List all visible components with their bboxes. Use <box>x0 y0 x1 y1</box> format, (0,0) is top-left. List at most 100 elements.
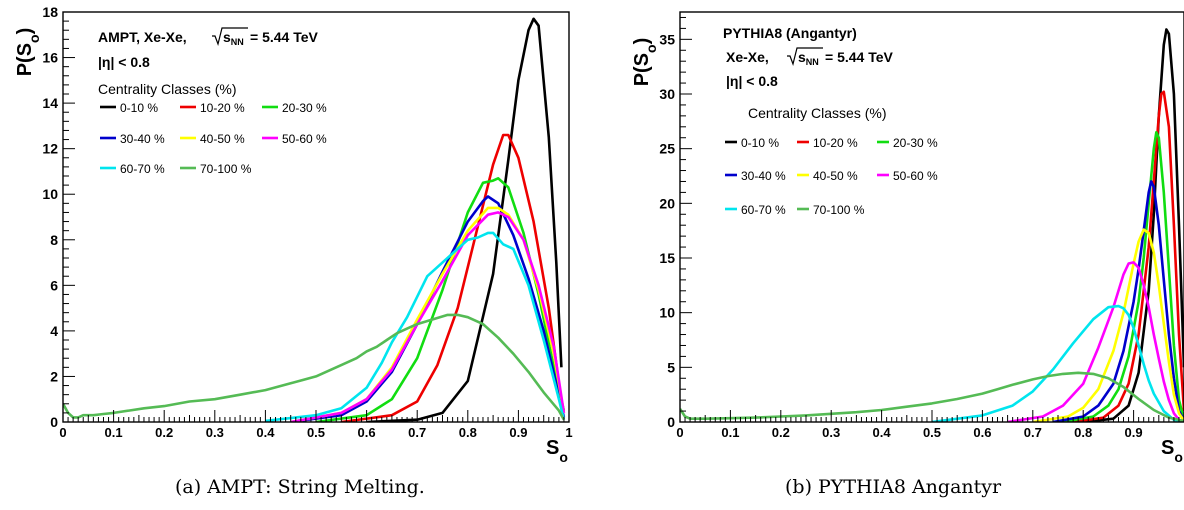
svg-text:sNN: sNN <box>798 49 819 67</box>
legend-title: Centrality Classes (%) <box>98 81 236 97</box>
legend-label: 40-50 % <box>813 169 858 183</box>
series-line-60-70 <box>265 231 566 422</box>
legend-label: 60-70 % <box>741 203 786 217</box>
x-tick-label: 0.9 <box>509 425 527 440</box>
annotation-eta: |η| < 0.8 <box>726 73 778 89</box>
annotation-collision: Xe-Xe, <box>726 49 769 65</box>
legend-label: 10-20 % <box>200 101 245 115</box>
series-line-30-40 <box>1052 180 1184 422</box>
series-line-10-20 <box>341 133 563 422</box>
chart-panel-b: 0 0.1 0.2 0.3 0.4 0.5 0.6 0.7 0.8 0.9 0 5 10 15 20 25 30… <box>631 11 1184 465</box>
x-tick-label: 0.7 <box>408 425 426 440</box>
x-tick-label: 0.8 <box>1074 425 1092 440</box>
series-line-0-10 <box>366 17 563 422</box>
legend-label: 60-70 % <box>120 162 165 176</box>
x-tick-label: 0.3 <box>206 425 224 440</box>
series-line-30-40 <box>290 195 566 422</box>
x-tick-label: 0.5 <box>923 425 941 440</box>
y-tick-label: 14 <box>42 95 58 111</box>
y-tick-label: 18 <box>42 4 58 20</box>
legend-label: 0-10 % <box>741 136 779 150</box>
x-tick-label: 0.2 <box>155 425 173 440</box>
series-line-50-60 <box>1007 261 1184 422</box>
legend-label: 30-40 % <box>741 169 786 183</box>
y-tick-label: 0 <box>50 414 58 430</box>
legend-label: 70-100 % <box>813 203 865 217</box>
x-tick-label: 0.4 <box>873 425 892 440</box>
annotation-collision: AMPT, Xe-Xe, <box>98 29 187 45</box>
x-tick-label: 0.9 <box>1125 425 1143 440</box>
y-tick-label: 30 <box>659 86 675 102</box>
annotation-eta: |η| < 0.8 <box>98 54 150 70</box>
legend-entry: 10-20 % <box>180 101 245 115</box>
series-line-70-100 <box>63 313 566 421</box>
series-line-60-70 <box>931 304 1184 422</box>
series-line-40-50 <box>1032 228 1184 422</box>
annotation-energy: = 5.44 TeV <box>250 29 319 45</box>
annotation-energy: = 5.44 TeV <box>825 49 894 65</box>
legend-entry: 20-30 % <box>877 136 938 150</box>
y-tick-label: 5 <box>667 359 675 375</box>
x-tick-label: 0 <box>676 425 683 440</box>
x-tick-label: 0.7 <box>1024 425 1042 440</box>
series-line-20-30 <box>1062 131 1184 422</box>
series-line-50-60 <box>290 211 566 422</box>
y-tick-label: 25 <box>659 141 675 157</box>
series-line-70-100 <box>680 371 1184 422</box>
legend-entry: 0-10 % <box>725 136 779 150</box>
x-axis-label: So <box>546 437 568 465</box>
legend-label: 50-60 % <box>893 169 938 183</box>
legend-entry: 40-50 % <box>180 132 245 146</box>
sqrt-snn-symbol: sNN <box>787 47 823 67</box>
x-tick-label: 0.2 <box>772 425 790 440</box>
y-tick-label: 0 <box>667 414 675 430</box>
x-tick-label: 0.6 <box>358 425 376 440</box>
y-axis-label: P(So) <box>14 28 42 77</box>
y-tick-label: 16 <box>42 50 58 66</box>
legend-entry: 0-10 % <box>100 101 158 115</box>
x-tick-label: 1 <box>565 425 572 440</box>
series-line-10-20 <box>1072 90 1184 422</box>
legend-entry: 40-50 % <box>797 169 858 183</box>
legend-entry: 30-40 % <box>100 132 165 146</box>
y-tick-label: 20 <box>659 195 675 211</box>
y-tick-label: 15 <box>659 250 675 266</box>
legend-label: 40-50 % <box>200 132 245 146</box>
x-tick-label: 0.6 <box>973 425 991 440</box>
y-tick-label: 8 <box>50 232 58 248</box>
annotation-generator: PYTHIA8 (Angantyr) <box>723 25 857 41</box>
x-tick-label: 0.8 <box>459 425 477 440</box>
legend-entry: 60-70 % <box>725 203 786 217</box>
legend-entry: 20-30 % <box>262 101 327 115</box>
legend-label: 70-100 % <box>200 162 252 176</box>
chart-panel-a: 0 0.1 0.2 0.3 0.4 0.5 0.6 0.7 0.8 0.9 102468101214… <box>14 4 573 465</box>
y-tick-label: 10 <box>659 305 675 321</box>
x-tick-label: 0.4 <box>256 425 275 440</box>
series-line-20-30 <box>315 177 566 422</box>
x-axis-label: So <box>1161 437 1183 465</box>
x-tick-label: 0.3 <box>822 425 840 440</box>
x-tick-label: 0.5 <box>307 425 325 440</box>
legend-label: 20-30 % <box>893 136 938 150</box>
y-tick-label: 35 <box>659 31 675 47</box>
legend-label: 10-20 % <box>813 136 858 150</box>
legend-entry: 50-60 % <box>877 169 938 183</box>
legend-label: 50-60 % <box>282 132 327 146</box>
legend-entry: 70-100 % <box>797 203 865 217</box>
series-group <box>63 17 566 422</box>
legend-entry: 50-60 % <box>262 132 327 146</box>
svg-text:sNN: sNN <box>223 29 244 47</box>
y-tick-label: 12 <box>42 141 58 157</box>
caption-b: (b) PYTHIA8 Angantyr <box>785 476 1002 498</box>
sqrt-snn-symbol: sNN <box>212 27 248 47</box>
legend-entry: 10-20 % <box>797 136 858 150</box>
legend-entry: 30-40 % <box>725 169 786 183</box>
legend-title: Centrality Classes (%) <box>748 105 886 121</box>
y-axis-label: P(So) <box>631 38 659 87</box>
y-tick-label: 10 <box>42 186 58 202</box>
x-tick-label: 0.1 <box>105 425 123 440</box>
x-tick-label: 0 <box>59 425 66 440</box>
caption-a: (a) AMPT: String Melting. <box>175 476 425 498</box>
y-tick-label: 2 <box>50 368 58 384</box>
